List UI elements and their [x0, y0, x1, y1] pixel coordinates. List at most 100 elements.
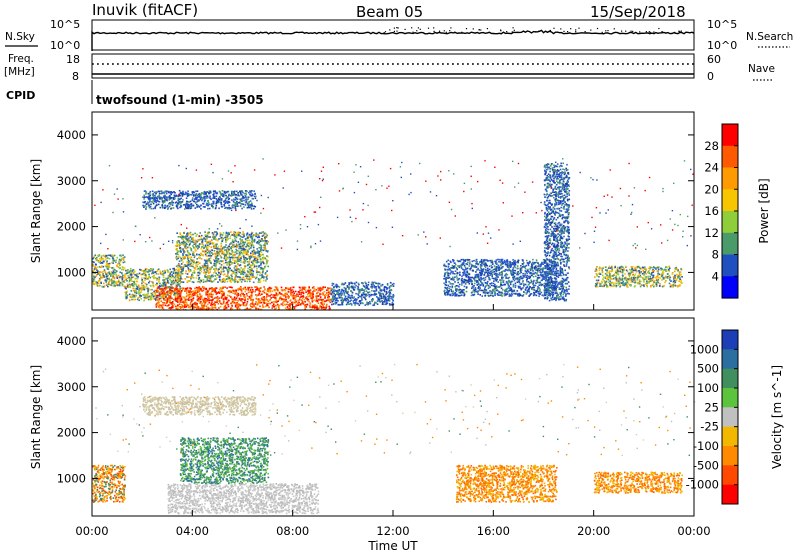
heatmap-cell: [242, 293, 244, 295]
heatmap-cell: [324, 286, 326, 289]
heatmap-cell: [231, 278, 234, 280]
heatmap-cell: [361, 282, 363, 284]
heatmap-cell: [209, 253, 212, 256]
heatmap-cell: [122, 266, 124, 269]
heatmap-cell: [172, 271, 175, 273]
heatmap-cell: [285, 295, 287, 298]
heatmap-cell: [255, 269, 258, 272]
heatmap-cell: [124, 291, 127, 294]
heatmap-cell: [365, 303, 368, 306]
heatmap-cell: [92, 277, 95, 280]
heatmap-cell: [225, 244, 227, 246]
heatmap-cell: [495, 276, 497, 279]
heatmap-cell: [155, 297, 158, 299]
heatmap-cell: [219, 266, 222, 269]
heatmap-cell: [522, 294, 525, 296]
heatmap-cell: [181, 268, 183, 271]
heatmap-cell: [328, 293, 330, 295]
heatmap-cell: [304, 307, 306, 309]
heatmap-cell: [108, 280, 111, 282]
heatmap-cell: [192, 241, 194, 244]
heatmap-cell: [227, 268, 230, 271]
heatmap-cell: [297, 302, 299, 304]
heatmap-cell: [222, 302, 225, 305]
heatmap-cell: [462, 281, 465, 284]
heatmap-cell: [208, 288, 211, 290]
heatmap-cell: [238, 243, 240, 246]
heatmap-cell: [110, 280, 113, 282]
heatmap-cell: [463, 285, 466, 288]
heatmap-cell: [289, 305, 291, 308]
heatmap-cell: [250, 276, 253, 278]
heatmap-cell: [192, 297, 195, 299]
heatmap-cell: [138, 299, 140, 302]
heatmap-cell: [179, 276, 182, 279]
heatmap-cell: [219, 287, 222, 289]
heatmap-cell: [167, 277, 169, 279]
heatmap-cell: [507, 291, 509, 293]
heatmap-cell: [106, 266, 108, 268]
heatmap-cell: [230, 253, 233, 255]
heatmap-cell: [265, 276, 268, 278]
heatmap-cell: [240, 295, 242, 297]
heatmap-cell: [131, 280, 133, 283]
heatmap-cell: [251, 244, 254, 246]
heatmap-cell: [228, 267, 230, 270]
heatmap-cell: [207, 246, 209, 249]
heatmap-cell: [228, 254, 231, 257]
heatmap-cell: [128, 299, 131, 302]
heatmap-cell: [274, 304, 276, 307]
heatmap-cell: [120, 259, 122, 261]
heatmap-cell: [267, 250, 269, 252]
heatmap-cell: [155, 306, 158, 308]
heatmap-cell: [186, 254, 188, 256]
heatmap-cell: [239, 259, 242, 261]
heatmap-cell: [497, 276, 499, 278]
heatmap-cell: [243, 232, 245, 235]
heatmap-cell: [341, 300, 344, 302]
heatmap-cell: [345, 291, 348, 294]
heatmap-cell: [197, 308, 200, 311]
heatmap-cell: [248, 239, 250, 242]
heatmap-cell: [522, 265, 525, 268]
heatmap-cell: [309, 292, 312, 294]
heatmap-cell: [207, 255, 209, 258]
heatmap-cell: [214, 260, 216, 263]
heatmap-cell: [181, 258, 183, 261]
heatmap-cell: [151, 268, 154, 271]
heatmap-cell: [213, 268, 215, 270]
heatmap-cell: [386, 287, 389, 289]
heatmap-cell: [127, 275, 129, 277]
heatmap-cell: [243, 250, 245, 252]
heatmap-cell: [179, 268, 181, 270]
heatmap-cell: [264, 244, 266, 247]
heatmap-cell: [200, 295, 202, 298]
heatmap-cell: [213, 290, 215, 292]
heatmap-cell: [237, 241, 239, 243]
heatmap-cell: [486, 259, 488, 261]
heatmap-cell: [192, 277, 195, 279]
heatmap-cell: [277, 304, 279, 307]
heatmap-cell: [248, 248, 251, 250]
heatmap-cell: [218, 292, 221, 294]
heatmap-cell: [171, 275, 174, 278]
heatmap-cell: [311, 291, 314, 294]
heatmap-cell: [352, 297, 354, 299]
heatmap-cell: [164, 281, 166, 284]
heatmap-cell: [244, 251, 246, 253]
heatmap-cell: [151, 293, 154, 296]
heatmap-cell: [297, 304, 300, 306]
heatmap-cell: [265, 263, 268, 265]
heatmap-cell: [198, 243, 201, 245]
heatmap-cell: [195, 261, 198, 263]
heatmap-cell: [223, 265, 225, 268]
heatmap-cell: [365, 295, 367, 297]
heatmap-cell: [207, 249, 210, 252]
heatmap-cell: [95, 282, 97, 285]
heatmap-cell: [222, 260, 224, 262]
heatmap-cell: [98, 272, 100, 275]
heatmap-cell: [484, 265, 486, 267]
heatmap-cell: [200, 303, 203, 305]
heatmap-cell: [368, 293, 370, 296]
heatmap-cell: [250, 305, 252, 308]
